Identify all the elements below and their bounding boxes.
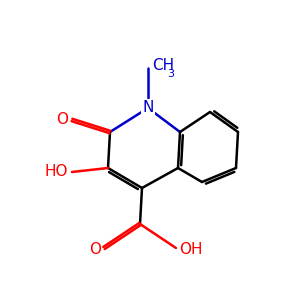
Text: OH: OH [179, 242, 202, 257]
Text: O: O [56, 112, 68, 128]
Text: HO: HO [44, 164, 68, 179]
Text: 3: 3 [167, 69, 174, 79]
Text: CH: CH [152, 58, 174, 74]
Text: N: N [142, 100, 154, 116]
Text: O: O [89, 242, 101, 257]
